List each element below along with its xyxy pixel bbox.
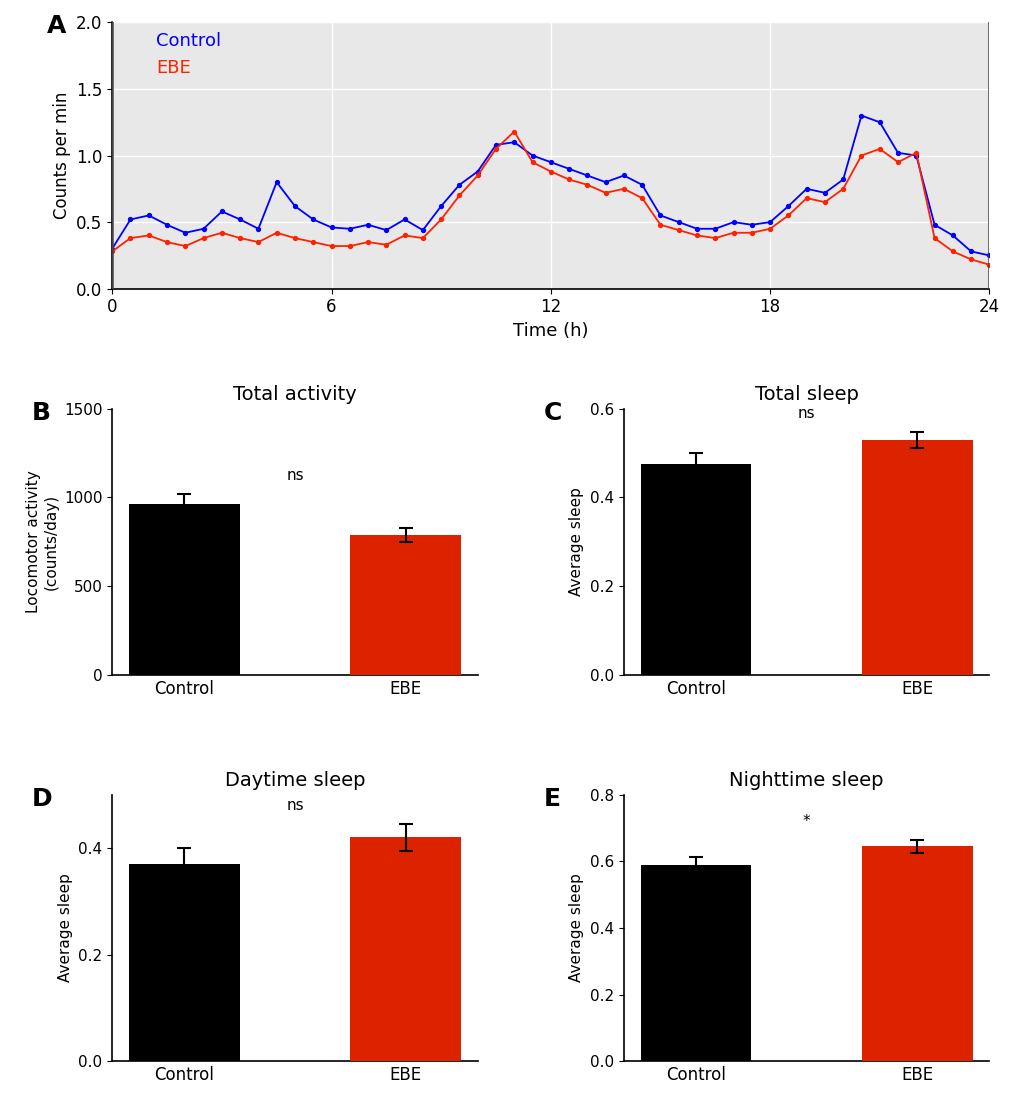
Text: B: B (32, 401, 51, 424)
Title: Total activity: Total activity (233, 385, 357, 404)
Text: *: * (802, 814, 810, 829)
Bar (861, 440, 972, 675)
Text: ns: ns (286, 468, 304, 484)
Title: Daytime sleep: Daytime sleep (224, 772, 365, 791)
Y-axis label: Locomotor activity
(counts/day): Locomotor activity (counts/day) (26, 470, 58, 613)
X-axis label: Time (h): Time (h) (513, 322, 588, 340)
Text: D: D (32, 786, 52, 811)
Bar (350, 838, 461, 1061)
Y-axis label: Average sleep: Average sleep (58, 873, 72, 983)
Bar (350, 535, 461, 675)
Y-axis label: Counts per min: Counts per min (53, 92, 70, 219)
Bar (861, 847, 972, 1061)
Y-axis label: Average sleep: Average sleep (569, 873, 584, 983)
Title: Nighttime sleep: Nighttime sleep (729, 772, 883, 791)
Y-axis label: Average sleep: Average sleep (569, 487, 584, 596)
Text: A: A (46, 15, 65, 38)
Bar (640, 464, 751, 675)
Bar (128, 505, 239, 675)
Text: ns: ns (286, 799, 304, 813)
Title: Total sleep: Total sleep (754, 385, 858, 404)
Text: EBE: EBE (156, 59, 191, 77)
Text: ns: ns (797, 405, 814, 421)
Bar (640, 865, 751, 1061)
Text: E: E (543, 786, 560, 811)
Bar (128, 865, 239, 1061)
Text: C: C (543, 401, 561, 424)
Text: Control: Control (156, 32, 221, 50)
